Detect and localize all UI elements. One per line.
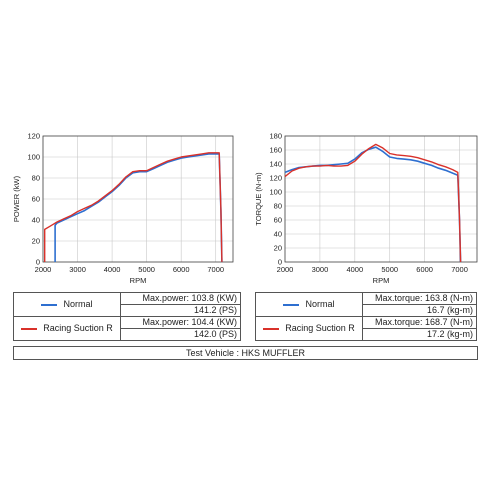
max-torque-normal-nm: Max.torque: 163.8 (N-m) <box>362 292 477 305</box>
table-row: 17.2 (kg-m) <box>256 328 477 341</box>
y-tick-label: 60 <box>32 195 40 204</box>
x-tick-label: 6000 <box>173 265 190 274</box>
x-tick-label: 7000 <box>451 265 468 274</box>
legend-normal: Normal <box>255 292 363 317</box>
max-power-racing-kw: Max.power: 104.4 (KW) <box>120 316 241 329</box>
table-row: 142.0 (PS) <box>14 328 241 341</box>
y-axis-label: POWER (kW) <box>12 175 21 222</box>
x-axis-label: RPM <box>373 276 390 285</box>
legend-line-blue <box>41 303 58 306</box>
y-tick-label: 160 <box>269 146 282 155</box>
y-axis-label: TORQUE (N-m) <box>254 172 263 226</box>
y-tick-label: 180 <box>269 132 282 141</box>
x-tick-label: 3000 <box>312 265 329 274</box>
max-torque-racing-kgm: 17.2 (kg-m) <box>362 328 477 341</box>
legend-label: Normal <box>63 299 93 309</box>
y-tick-label: 40 <box>32 216 40 225</box>
max-torque-racing-nm: Max.torque: 168.7 (N-m) <box>362 316 477 329</box>
legend-label: Normal <box>305 299 335 309</box>
x-tick-label: 6000 <box>416 265 433 274</box>
test-vehicle-label: Test Vehicle : HKS MUFFLER <box>13 346 478 360</box>
y-tick-label: 120 <box>27 132 40 141</box>
legend-line-red <box>263 327 280 330</box>
y-tick-label: 60 <box>274 216 282 225</box>
x-tick-label: 3000 <box>69 265 86 274</box>
max-torque-normal-kgm: 16.7 (kg-m) <box>362 304 477 317</box>
series-line-normal <box>54 153 223 263</box>
max-power-normal-ps: 141.2 (PS) <box>120 304 241 317</box>
chart-torque: 0 20 40 60 80 100 120 140 160 180 2000 3000 4000 5000… <box>254 132 478 285</box>
legend-racing: Racing Suction R <box>13 316 121 341</box>
table-row: Racing Suction R Max.power: 104.4 (KW) <box>13 316 241 341</box>
max-power-normal-kw: Max.power: 103.8 (KW) <box>120 292 241 305</box>
table-row: Normal Max.power: 103.8 (KW) <box>13 292 241 317</box>
x-tick-label: 4000 <box>346 265 363 274</box>
y-tick-label: 120 <box>269 174 282 183</box>
x-tick-label: 7000 <box>207 265 224 274</box>
x-tick-label: 5000 <box>138 265 155 274</box>
series-line-racing-suction-r <box>44 152 223 263</box>
x-axis-label: RPM <box>130 276 147 285</box>
legend-line-red <box>21 327 38 330</box>
y-tick-label: 20 <box>274 244 282 253</box>
x-tick-label: 2000 <box>277 265 294 274</box>
x-tick-label: 5000 <box>381 265 398 274</box>
y-tick-label: 80 <box>32 174 40 183</box>
legend-normal: Normal <box>13 292 121 317</box>
max-power-racing-ps: 142.0 (PS) <box>120 328 241 341</box>
series-line-racing-suction-r <box>284 143 462 263</box>
table-row: Racing Suction R Max.torque: 168.7 (N-m) <box>255 316 477 341</box>
table-row: Normal Max.torque: 163.8 (N-m) <box>255 292 477 317</box>
x-tick-label: 2000 <box>35 265 52 274</box>
y-tick-label: 0 <box>36 258 40 267</box>
legend-label: Racing Suction R <box>43 323 113 333</box>
y-tick-label: 100 <box>27 153 40 162</box>
y-tick-label: 40 <box>274 230 282 239</box>
y-tick-label: 20 <box>32 237 40 246</box>
torque-results-table: Normal Max.torque: 163.8 (N-m) 16.7 (kg-… <box>255 292 477 341</box>
legend-line-blue <box>283 303 300 306</box>
plot-frame <box>284 135 478 263</box>
x-tick-label: 4000 <box>104 265 121 274</box>
legend-racing: Racing Suction R <box>255 316 363 341</box>
y-tick-label: 80 <box>274 202 282 211</box>
charts-area: 0 20 40 60 80 100 120 2000 3000 4000 5000 6000 7000 R… <box>12 132 478 285</box>
legend-label: Racing Suction R <box>285 323 355 333</box>
y-tick-label: 140 <box>269 160 282 169</box>
y-tick-label: 100 <box>269 188 282 197</box>
chart-power: 0 20 40 60 80 100 120 2000 3000 4000 5000 6000 7000 R… <box>12 132 234 285</box>
power-results-table: Normal Max.power: 103.8 (KW) 141.2 (PS) … <box>13 292 241 341</box>
plot-frame <box>42 135 234 263</box>
y-tick-label: 0 <box>278 258 282 267</box>
series-line-normal <box>284 146 462 263</box>
